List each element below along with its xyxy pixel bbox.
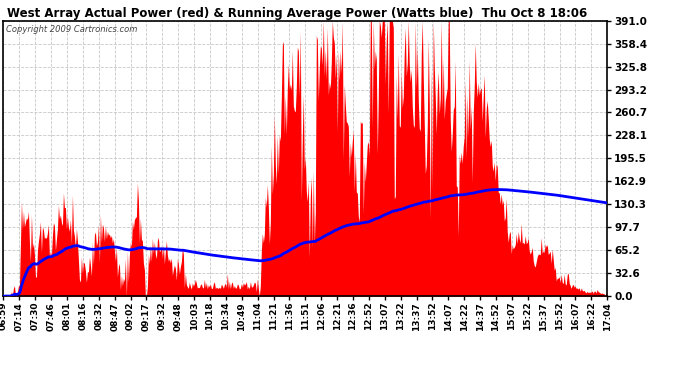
Text: West Array Actual Power (red) & Running Average Power (Watts blue)  Thu Oct 8 18: West Array Actual Power (red) & Running … [7,8,587,21]
Text: Copyright 2009 Cartronics.com: Copyright 2009 Cartronics.com [6,25,138,34]
